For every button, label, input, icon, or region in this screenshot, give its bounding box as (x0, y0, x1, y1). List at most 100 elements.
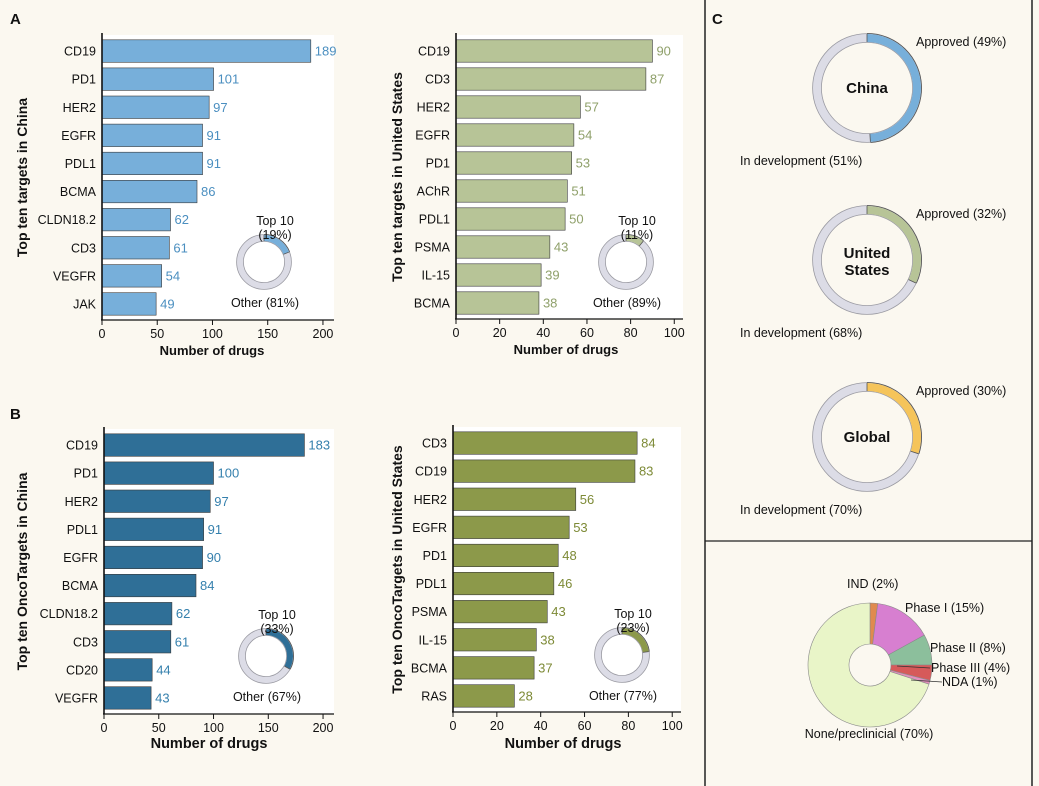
a_china-category-label: VEGFR (53, 269, 96, 283)
c_global-ring-tick-end (910, 450, 919, 455)
a_china-inset-ring-tick-end (283, 251, 290, 255)
a_us-x-axis-title: Number of drugs (514, 342, 619, 357)
chart-b_us: 84 CD3 83 CD19 56 HER2 53 EGFR 48 PD1 46 PDL1 43 PSMA… (389, 425, 683, 752)
b_us-inset-top-pct: (23%) (616, 621, 649, 635)
b_us-value-label: 53 (573, 520, 587, 535)
c_china-ring-tick-end (869, 133, 871, 142)
b_us-inset-ring-value-edge (621, 627, 650, 652)
b_us-value-label: 48 (562, 548, 576, 563)
b_china-inset-top-label: Top 10 (258, 608, 296, 622)
b_china-value-label: 61 (175, 634, 189, 649)
a_us-bar (455, 39, 653, 63)
b_us-category-label: IL-15 (419, 633, 448, 647)
phase-slice-label: Phase II (8%) (930, 641, 1006, 655)
a_china-category-label: CD19 (64, 45, 96, 59)
b_us-category-label: BCMA (411, 661, 448, 675)
a_us-category-label: CD19 (418, 45, 450, 59)
b_us-x-tick-label: 0 (450, 719, 457, 733)
b_china-value-label: 43 (155, 690, 169, 705)
a_us-bar (455, 151, 572, 175)
b_china-x-tick-label: 100 (203, 721, 224, 735)
a_china-x-tick-label: 50 (150, 327, 164, 341)
b_us-inset-other-label: Other (77%) (589, 689, 657, 703)
b_us-x-tick-label: 60 (578, 719, 592, 733)
b_china-value-label: 90 (207, 550, 221, 565)
b_us-inset-top-label: Top 10 (614, 607, 652, 621)
a_china-value-label: 91 (207, 156, 221, 171)
a_china-x-tick-label: 0 (99, 327, 106, 341)
b_us-x-tick-label: 100 (662, 719, 683, 733)
b_us-x-tick-label: 80 (621, 719, 635, 733)
c_us-center-label: States (844, 262, 889, 279)
a_china-value-label: 86 (201, 184, 215, 199)
phase-slice-label: None/preclinicial (70%) (805, 727, 934, 741)
a_china-x-axis-title: Number of drugs (160, 343, 265, 358)
b_china-x-tick-label: 50 (152, 721, 166, 735)
c_us-ring-tick-end (908, 279, 917, 284)
a_us-value-label: 50 (569, 212, 583, 227)
b_china-bar (103, 658, 153, 682)
a_china-inset-ring-value-edge (263, 234, 291, 252)
a_us-inset-other-label: Other (89%) (593, 296, 661, 310)
a_us-bar (455, 235, 551, 259)
a_us-value-label: 54 (578, 128, 592, 143)
a_china-inset-top-label: Top 10 (256, 214, 294, 228)
b_china-value-label: 84 (200, 578, 214, 593)
a_us-inset-ring-value-edge (625, 234, 644, 242)
b_us-category-label: CD19 (415, 465, 447, 479)
phase-slice-label: Phase I (15%) (905, 601, 984, 615)
b_us-category-label: CD3 (422, 437, 447, 451)
a_china-x-tick-label: 200 (313, 327, 334, 341)
a_us-value-label: 87 (650, 72, 664, 87)
c_china-development-label: In development (51%) (740, 154, 862, 168)
b_us-bar (452, 600, 548, 624)
b_us-bar (452, 628, 537, 652)
c_china-ring-value-edge (866, 33, 922, 143)
a_us-value-label: 90 (656, 44, 670, 59)
b_china-value-label: 100 (218, 466, 240, 481)
a_us-category-label: PD1 (426, 157, 450, 171)
a_china-value-label: 54 (166, 268, 180, 283)
b_china-value-label: 62 (176, 606, 190, 621)
a_us-value-label: 43 (554, 240, 568, 255)
b_us-category-label: PD1 (423, 549, 447, 563)
a_us-category-label: EGFR (415, 129, 450, 143)
chart-c_global: Global Approved (30%) In development (70%) (740, 382, 1006, 517)
b_china-x-axis-title: Number of drugs (151, 736, 268, 752)
b_china-category-label: CD20 (66, 663, 98, 677)
panel-letter-a: A (10, 11, 21, 28)
c_us-ring-value-edge (866, 205, 922, 284)
b_us-value-label: 56 (580, 492, 594, 507)
a_china-bar (101, 95, 210, 119)
phase-slice (807, 602, 930, 728)
c_us-ring-value (866, 206, 921, 283)
chart-a_china: 189 CD19 101 PD1 97 HER2 91 EGFR 91 PDL1 86 BCMA 62 C… (14, 33, 337, 358)
c_china-approved-label: Approved (49%) (916, 35, 1006, 49)
c_global-development-label: In development (70%) (740, 503, 862, 517)
b_us-x-tick-label: 20 (490, 719, 504, 733)
b_us-category-label: RAS (421, 689, 447, 703)
c_china-ring-value (866, 34, 921, 142)
a_us-inset-top-pct: (11%) (621, 228, 653, 242)
b_us-category-label: HER2 (414, 493, 447, 507)
b_china-bar (103, 686, 152, 710)
b_china-inset-ring-tick-end (284, 665, 290, 670)
a_us-category-label: PSMA (415, 241, 451, 255)
a_us-x-tick-label: 40 (536, 326, 550, 340)
a_us-bar (455, 263, 542, 287)
a_china-x-tick-label: 150 (257, 327, 278, 341)
b_china-inset-top-pct: (33%) (260, 622, 293, 636)
a_china-category-label: JAK (73, 297, 97, 311)
b_china-category-label: CLDN18.2 (40, 607, 98, 621)
panel-letter-b: B (10, 406, 21, 423)
b_china-bar (103, 461, 214, 485)
b_us-x-axis-title: Number of drugs (505, 736, 622, 752)
a_us-inset-ring-value (625, 235, 644, 246)
b_china-category-label: CD19 (66, 439, 98, 453)
b_china-value-label: 91 (208, 522, 222, 537)
a_us-inset-top-label: Top 10 (618, 214, 656, 228)
a_us-bar (455, 123, 575, 147)
a_us-value-label: 38 (543, 296, 557, 311)
phase-iii-leader (896, 665, 931, 669)
chart-a_us: 90 CD19 87 CD3 57 HER2 54 EGFR 53 PD1 51 AChR 50 PDL1… (389, 33, 685, 357)
